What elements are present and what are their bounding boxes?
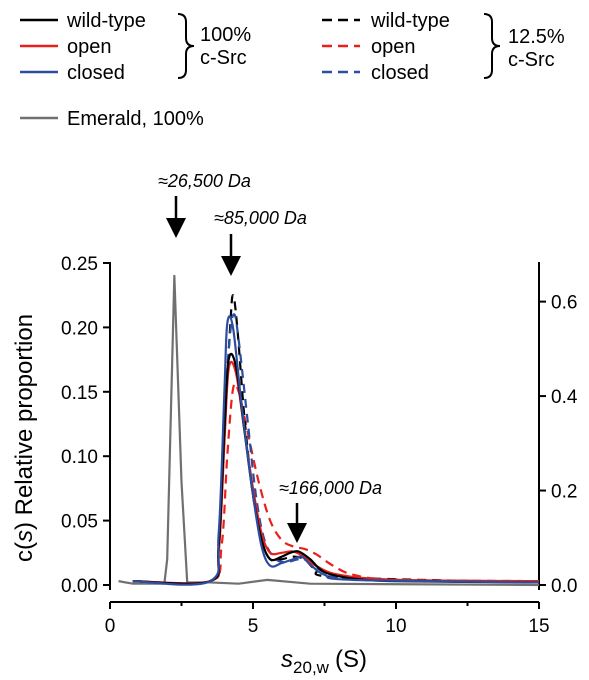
legend-label-open-100: open	[67, 36, 112, 58]
annotations: ≈26,500 Da ≈85,000 Da ≈166,000 Da	[158, 171, 382, 543]
y-right-tick-label: 0.4	[551, 387, 578, 408]
y-left-tick-label: 0.00	[61, 576, 98, 597]
legend-brace-100	[177, 13, 195, 79]
legend-label-closed-100: closed	[67, 62, 125, 84]
annotation-166000: ≈166,000 Da	[279, 478, 382, 498]
series-line-closed-100-c-src	[132, 315, 540, 586]
x-tick-label: 5	[248, 616, 259, 637]
legend-label-open-12-5: open	[371, 36, 416, 58]
legend-brace-label-100-b: c-Src	[200, 47, 247, 69]
y-right-tick-label: 0.0	[551, 576, 577, 597]
annotation-166000-arrowhead	[287, 523, 307, 543]
legend-brace-12-5	[483, 13, 501, 79]
series-line-open-12-5-c-src	[132, 382, 540, 585]
annotation-26500: ≈26,500 Da	[158, 171, 251, 191]
series-line-wild-type-100-c-src	[132, 352, 540, 585]
x-ticks: 0 5 10 15	[105, 602, 550, 637]
legend-label-wt-12-5: wild-type	[370, 10, 450, 32]
y-axis-title: c(s) Relative proportion	[11, 314, 38, 562]
y-right-tick-label: 0.2	[551, 482, 577, 503]
legend-label-wt-100: wild-type	[66, 10, 146, 32]
y-left-ticks: 0.00 0.05 0.10 0.15 0.20 0.25	[61, 254, 110, 597]
legend-brace-label-12-5-b: c-Src	[508, 49, 555, 71]
annotation-85000-arrowhead	[221, 256, 241, 276]
legend-group-12-5: wild-type open closed 12.5% c-Src	[322, 10, 565, 84]
legend-group-100: wild-type open closed 100% c-Src	[20, 10, 251, 84]
legend-label-emerald: Emerald, 100%	[67, 108, 204, 130]
series-line-closed-12-5-c-src	[132, 313, 540, 586]
y-left-tick-label: 0.25	[61, 254, 98, 275]
annotation-85000: ≈85,000 Da	[214, 208, 307, 228]
legend-brace-label-100-a: 100%	[200, 24, 251, 46]
legend-brace-label-12-5-a: 12.5%	[508, 26, 565, 48]
series-line-wild-type-12-5-c-src	[132, 294, 540, 585]
x-axis-title: s20,w (S)	[281, 646, 367, 677]
x-tick-label: 15	[528, 616, 549, 637]
series-layer	[118, 274, 540, 587]
series-line-open-100-c-src	[132, 360, 540, 585]
y-left-tick-label: 0.05	[61, 512, 98, 533]
annotation-26500-arrowhead	[166, 218, 186, 238]
y-left-tick-label: 0.20	[61, 318, 98, 339]
legend-label-closed-12-5: closed	[371, 62, 429, 84]
x-tick-label: 0	[105, 616, 116, 637]
y-left-tick-label: 0.10	[61, 447, 98, 468]
y-right-tick-label: 0.6	[551, 293, 577, 314]
x-tick-label: 10	[385, 616, 406, 637]
legend-emerald: Emerald, 100%	[20, 108, 204, 130]
series-line-emerald-100-emerald	[118, 274, 540, 587]
y-right-ticks: 0.0 0.2 0.4 0.6	[539, 293, 578, 597]
y-left-tick-label: 0.15	[61, 383, 98, 404]
